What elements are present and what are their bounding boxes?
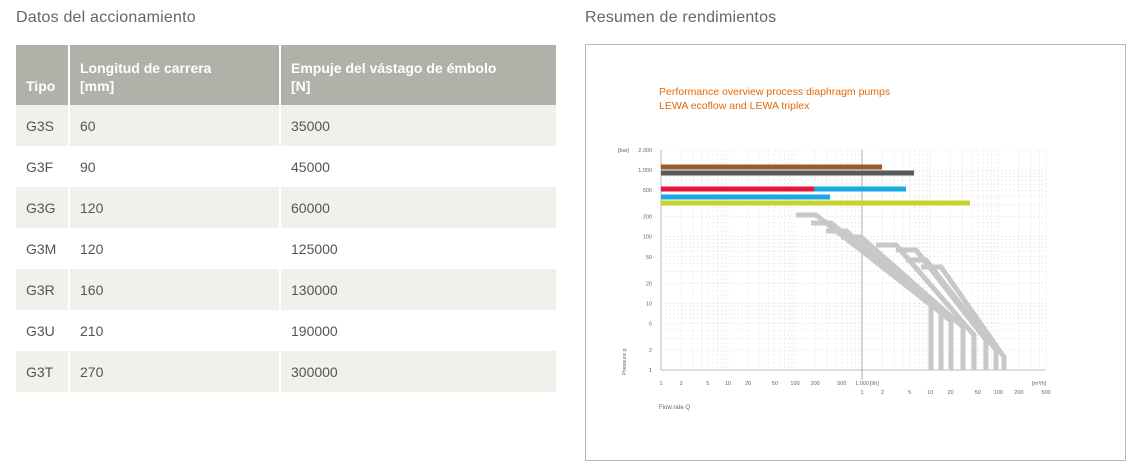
x-tick-label: 10 — [725, 381, 731, 387]
y-tick-label: 50 — [646, 255, 652, 261]
cell-type: G3M — [16, 228, 70, 269]
performance-summary-title: Resumen de rendimientos — [585, 9, 777, 26]
x-tick-label: 50 — [772, 381, 778, 387]
x-tick-label-m3h: 2 — [881, 390, 884, 396]
cell-stroke-length: 120 — [70, 228, 281, 269]
chart-title: Performance overview process diaphragm p… — [659, 85, 890, 113]
cell-stroke-length: 270 — [70, 351, 281, 392]
drive-data-table: Tipo Longitud de carrera [mm] Empuje del … — [16, 45, 556, 392]
x-tick-label: 1,000 — [855, 381, 869, 387]
table-header-row: Tipo Longitud de carrera [mm] Empuje del … — [16, 45, 556, 105]
x-tick-label: 5 — [706, 381, 709, 387]
performance-chart: Performance overview process diaphragm p… — [585, 44, 1126, 461]
cell-stroke-length: 120 — [70, 187, 281, 228]
cell-type: G3R — [16, 269, 70, 310]
y-tick-label: 10 — [646, 301, 652, 307]
x-tick-label: 20 — [745, 381, 751, 387]
x-axis-label: Flow rate Q — [659, 405, 690, 411]
x-tick-label-m3h: 1 — [860, 390, 863, 396]
table-row: G3G 120 60000 — [16, 187, 556, 228]
cell-rod-thrust: 125000 — [281, 228, 556, 269]
y-tick-label: 2 — [649, 348, 652, 354]
y-tick-label: 5 — [649, 321, 652, 327]
x-tick-label-m3h: 500 — [1041, 390, 1050, 396]
y-tick-label: 1 — [649, 368, 652, 374]
x-tick-label: 1 — [659, 381, 662, 387]
cell-rod-thrust: 130000 — [281, 269, 556, 310]
cell-rod-thrust: 300000 — [281, 351, 556, 392]
cell-type: G3T — [16, 351, 70, 392]
x-tick-label-m3h: 200 — [1014, 390, 1023, 396]
y-tick-label: 20 — [646, 281, 652, 287]
cell-type: G3S — [16, 105, 70, 146]
y-unit-label: [bar] — [618, 148, 629, 154]
x-tick-label: 500 — [837, 381, 846, 387]
y-tick-label: 2,000 — [638, 148, 652, 154]
y-tick-label: 500 — [643, 188, 652, 194]
cell-type: G3G — [16, 187, 70, 228]
header-rod-thrust: Empuje del vástago de émbolo [N] — [281, 45, 556, 105]
x-tick-label: 2 — [680, 381, 683, 387]
header-stroke-length: Longitud de carrera [mm] — [70, 45, 281, 105]
y-axis-label: Pressure p — [622, 348, 628, 375]
cell-stroke-length: 160 — [70, 269, 281, 310]
table-row: G3R 160 130000 — [16, 269, 556, 310]
drive-data-title: Datos del accionamiento — [16, 9, 196, 26]
table-row: G3M 120 125000 — [16, 228, 556, 269]
cell-rod-thrust: 45000 — [281, 146, 556, 187]
chart-title-line2: LEWA ecoflow and LEWA triplex — [659, 100, 810, 112]
x-unit-lh: [l/h] — [870, 381, 879, 387]
x-tick-label-m3h: 20 — [948, 390, 954, 396]
limit-band — [826, 228, 954, 370]
header-type: Tipo — [16, 45, 70, 105]
y-tick-label: 200 — [643, 215, 652, 221]
cell-rod-thrust: 60000 — [281, 187, 556, 228]
table-row: G3U 210 190000 — [16, 310, 556, 351]
x-tick-label-m3h: 100 — [994, 390, 1003, 396]
x-tick-label: 200 — [811, 381, 820, 387]
limit-band — [906, 257, 999, 370]
cell-stroke-length: 90 — [70, 146, 281, 187]
table-row: G3T 270 300000 — [16, 351, 556, 392]
chart-title-line1: Performance overview process diaphragm p… — [659, 86, 891, 98]
x-unit-m3h: [m³/h] — [1032, 381, 1047, 387]
y-tick-label: 100 — [643, 235, 652, 241]
limit-band — [921, 264, 1007, 370]
limit-band — [876, 242, 977, 370]
x-tick-label-m3h: 50 — [975, 390, 981, 396]
limit-band — [841, 234, 966, 370]
y-tick-label: 1,000 — [638, 168, 652, 174]
chart-canvas: 2,000 1,000 500 200 100 50 20 10 5 2 1 [bar] Pressur… — [618, 148, 1051, 411]
x-tick-label-m3h: 5 — [908, 390, 911, 396]
table-row: G3S 60 35000 — [16, 105, 556, 146]
table-row: G3F 90 45000 — [16, 146, 556, 187]
cell-stroke-length: 60 — [70, 105, 281, 146]
cell-type: G3U — [16, 310, 70, 351]
cell-rod-thrust: 190000 — [281, 310, 556, 351]
cell-rod-thrust: 35000 — [281, 105, 556, 146]
cell-stroke-length: 210 — [70, 310, 281, 351]
x-tick-label: 100 — [790, 381, 799, 387]
x-tick-label-m3h: 10 — [927, 390, 933, 396]
cell-type: G3F — [16, 146, 70, 187]
